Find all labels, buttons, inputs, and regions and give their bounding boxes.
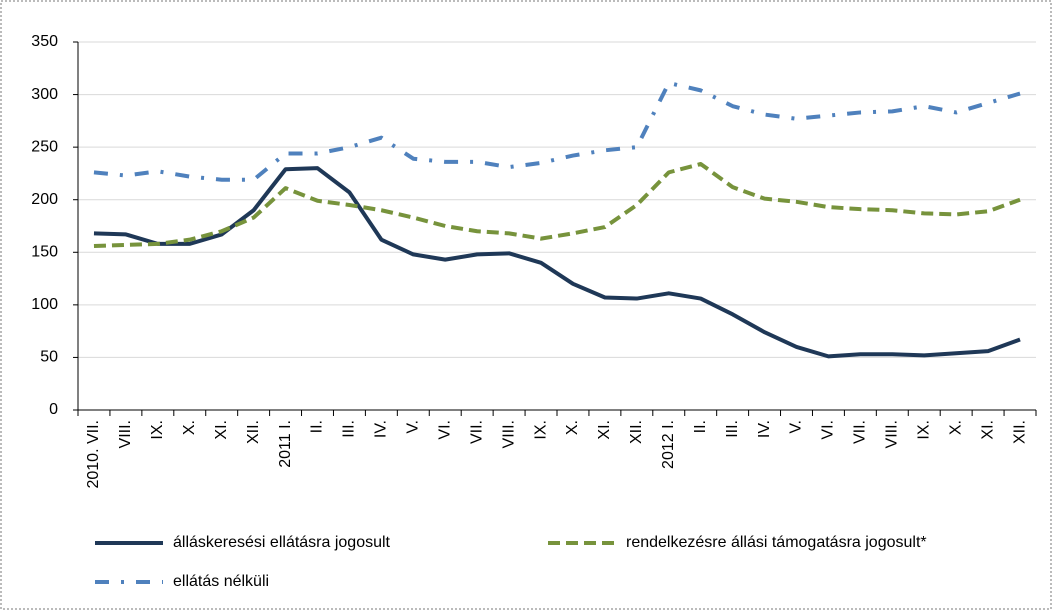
x-tick-label: IX. — [149, 420, 166, 440]
x-tick-label: V. — [405, 420, 422, 434]
y-tick-label: 250 — [31, 138, 58, 155]
x-tick-label: VI. — [820, 420, 837, 440]
x-tick-label: XI. — [979, 420, 996, 440]
x-tick-label: IX. — [532, 420, 549, 440]
series-line — [93, 81, 1021, 182]
x-tick-label: II. — [309, 420, 326, 433]
x-tick-label: VI. — [436, 420, 453, 440]
x-tick-label: VIII. — [117, 420, 134, 448]
y-tick-label: 100 — [31, 296, 58, 313]
x-tick-label: V. — [788, 420, 805, 434]
x-tick-label: 2012 I. — [660, 420, 677, 469]
x-tick-label: 2011 I. — [277, 420, 294, 468]
x-tick-label: IV. — [756, 420, 773, 438]
x-tick-label: III. — [341, 420, 358, 438]
series-line — [93, 166, 1021, 359]
y-tick-label: 0 — [49, 401, 58, 418]
series-line — [93, 161, 1021, 248]
x-tick-label: XI. — [596, 420, 613, 440]
x-tick-label: 2010. VII. — [85, 420, 102, 489]
x-tick-label: XII. — [245, 420, 262, 444]
x-tick-label: VIII. — [500, 420, 517, 448]
x-tick-label: IX. — [915, 420, 932, 440]
legend-label: rendelkezésre állási támogatásra jogosul… — [626, 534, 927, 551]
legend-label: ellátás nélküli — [173, 573, 269, 590]
x-tick-label: VII. — [852, 420, 869, 444]
x-tick-label: VII. — [468, 420, 485, 444]
x-tick-label: X. — [564, 420, 581, 435]
x-tick-label: XII. — [1011, 420, 1028, 444]
x-tick-label: VIII. — [884, 420, 901, 448]
x-tick-label: X. — [947, 420, 964, 435]
y-tick-label: 150 — [31, 244, 58, 261]
y-tick-label: 350 — [31, 33, 58, 50]
x-tick-label: X. — [181, 420, 198, 435]
y-tick-label: 50 — [40, 349, 58, 366]
x-tick-label: XII. — [628, 420, 645, 444]
y-tick-label: 200 — [31, 191, 58, 208]
x-tick-label: XI. — [213, 420, 230, 440]
x-tick-label: IV. — [373, 420, 390, 438]
y-tick-label: 300 — [31, 86, 58, 103]
legend-label: álláskeresési ellátásra jogosult — [173, 534, 391, 551]
x-tick-label: III. — [724, 420, 741, 438]
x-tick-label: II. — [692, 420, 709, 433]
